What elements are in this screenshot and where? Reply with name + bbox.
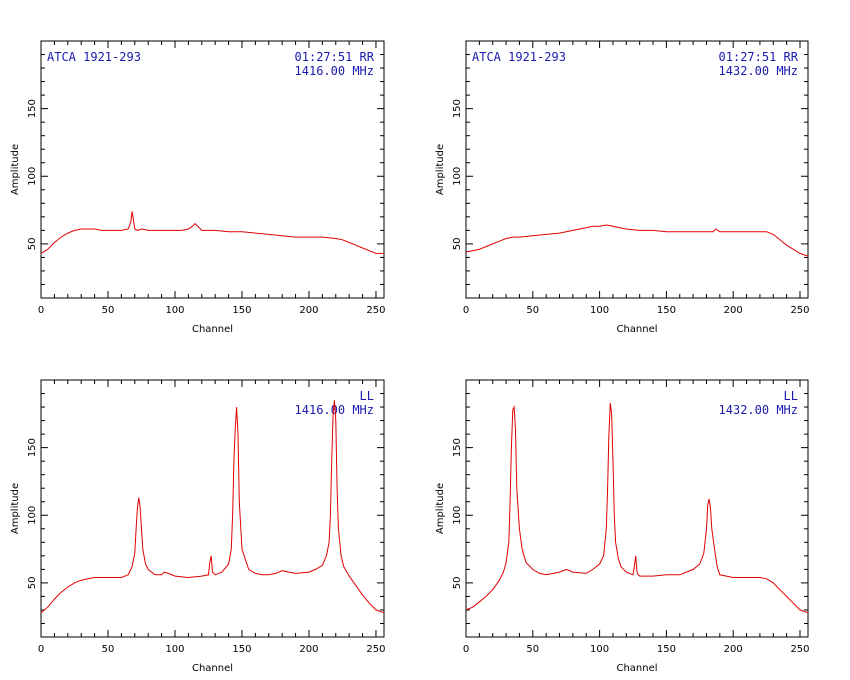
x-tick-label: 100: [590, 305, 609, 316]
plot-frame: [40, 379, 385, 638]
y-tick-label: 150: [452, 438, 463, 457]
frequency-annotation: 1432.00 MHz: [719, 64, 798, 78]
x-tick-label: 50: [102, 644, 115, 655]
x-tick-label: 250: [366, 644, 385, 655]
y-tick-label: 50: [452, 577, 463, 590]
x-axis-label: Channel: [616, 324, 657, 335]
x-tick-label: 100: [590, 644, 609, 655]
polarization-annotation: 01:27:51 RR: [295, 50, 375, 64]
y-tick-label: 150: [27, 438, 38, 457]
x-tick-label: 200: [299, 305, 318, 316]
polarization-annotation: LL: [360, 389, 374, 403]
x-tick-label: 0: [38, 305, 44, 316]
x-tick-label: 50: [102, 305, 115, 316]
source-annotation: ATCA 1921-293: [47, 50, 141, 64]
plot-panel-4: 0 50 100 150 200 25050100150ChannelAmplitudeL…: [435, 379, 810, 674]
x-tick-label: 150: [657, 305, 676, 316]
frequency-annotation: 1432.00 MHz: [719, 403, 798, 417]
y-tick-label: 150: [452, 99, 463, 118]
plot-panel-1: 0 50 100 150 200 250 50 100 150 Channel Amplitude A…: [10, 40, 386, 335]
y-axis-label: Amplitude: [435, 483, 446, 534]
x-axis-label: Channel: [192, 324, 233, 335]
frequency-annotation: 1416.00 MHz: [295, 64, 374, 78]
x-tick-label: 200: [724, 644, 743, 655]
x-tick-label: 250: [366, 305, 385, 316]
x-tick-label: 0: [463, 305, 469, 316]
y-tick-label: 100: [27, 506, 38, 525]
frequency-annotation: 1416.00 MHz: [295, 403, 374, 417]
x-tick-label: 150: [232, 644, 251, 655]
spectrum-trace: [40, 211, 384, 254]
plot-frame: [465, 379, 809, 638]
spectrum-trace: [465, 224, 809, 257]
y-tick-label: 50: [27, 238, 38, 251]
y-tick-label: 100: [452, 167, 463, 186]
x-axis-label: Channel: [192, 663, 233, 674]
x-tick-label: 250: [790, 305, 809, 316]
y-tick-label: 50: [27, 577, 38, 590]
y-axis-label: Amplitude: [10, 483, 21, 534]
source-annotation: ATCA 1921-293: [472, 50, 566, 64]
spectrum-trace: [465, 402, 809, 614]
x-tick-label: 0: [463, 644, 469, 655]
x-tick-label: 50: [526, 644, 539, 655]
plot-panel-3: 0 50 100 150 200 250 50 100 150 Channel Amplitude L…: [10, 379, 386, 674]
polarization-annotation: LL: [784, 389, 798, 403]
spectrum-trace: [40, 400, 385, 614]
x-tick-label: 100: [165, 644, 184, 655]
x-tick-label: 200: [299, 644, 318, 655]
x-tick-label: 50: [526, 305, 539, 316]
polarization-annotation: 01:27:51 RR: [719, 50, 799, 64]
y-tick-label: 100: [27, 167, 38, 186]
x-tick-label: 250: [790, 644, 809, 655]
x-tick-label: 150: [657, 644, 676, 655]
y-axis-label: Amplitude: [435, 144, 446, 195]
plot-frame: [40, 40, 385, 299]
x-tick-label: 0: [38, 644, 44, 655]
x-axis-label: Channel: [616, 663, 657, 674]
y-tick-label: 150: [27, 99, 38, 118]
x-tick-label: 150: [232, 305, 251, 316]
plot-panel-2: 0 50 100 150 200 25050100150ChannelAmplitudeA…: [435, 40, 810, 335]
y-tick-label: 50: [452, 238, 463, 251]
plot-frame: [465, 40, 809, 299]
y-axis-label: Amplitude: [10, 144, 21, 195]
x-tick-label: 100: [165, 305, 184, 316]
x-tick-label: 200: [724, 305, 743, 316]
y-tick-label: 100: [452, 506, 463, 525]
